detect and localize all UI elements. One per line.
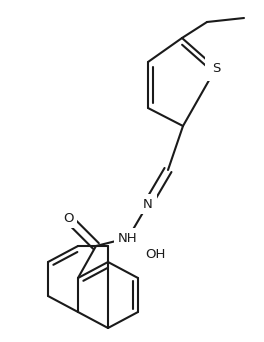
Text: N: N xyxy=(143,197,153,210)
Text: NH: NH xyxy=(118,232,138,245)
Text: S: S xyxy=(212,62,220,75)
Text: O: O xyxy=(63,211,73,224)
Text: OH: OH xyxy=(145,249,165,262)
